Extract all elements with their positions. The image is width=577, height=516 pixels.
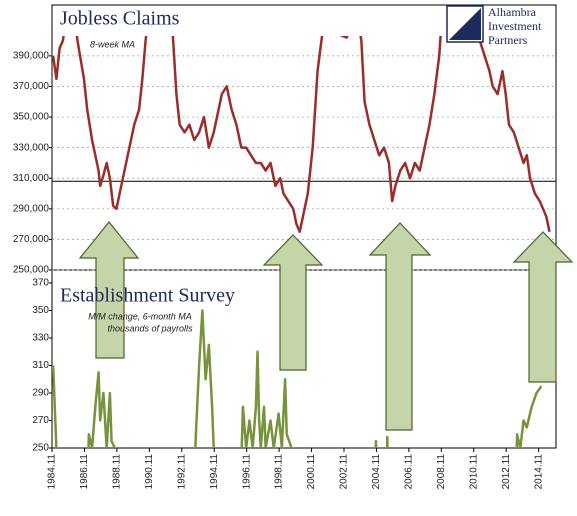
x-tick-label: 1998.11 <box>274 454 285 490</box>
y-tick-label: 330,000 <box>13 142 50 153</box>
plot-frame <box>51 4 557 449</box>
arrow <box>368 222 432 431</box>
y-tick-label: 330 <box>32 333 49 344</box>
x-tick-label: 1988.11 <box>112 454 123 490</box>
logo-shape <box>449 8 481 40</box>
x-tick-label: 2012.11 <box>501 454 512 490</box>
y-tick-label: 270 <box>32 415 49 426</box>
x-tick-label: 2004.11 <box>371 454 382 490</box>
y-tick-label: 270,000 <box>13 234 50 245</box>
logo: Alhambra Investment Partners <box>446 5 542 47</box>
y-tick-label: 370,000 <box>13 81 50 92</box>
y-tick-label: 290 <box>32 388 49 399</box>
arrow <box>78 221 140 359</box>
y-tick-label: 390,000 <box>13 51 50 62</box>
x-tick-label: 1992.11 <box>176 454 187 490</box>
y-tick-label: 250,000 <box>13 265 50 276</box>
y-tick-label: 350,000 <box>13 112 50 123</box>
x-tick-label: 1984.11 <box>47 454 58 490</box>
x-tick-label: 2010.11 <box>468 454 479 490</box>
logo-text: Alhambra <box>488 5 537 19</box>
x-tick-label: 1990.11 <box>144 454 155 490</box>
chart-title: Establishment Survey <box>60 285 235 307</box>
chart-subtitle: M/M change, 6-month MA <box>88 311 192 321</box>
x-tick-label: 2006.11 <box>404 454 415 490</box>
arrow <box>262 234 324 371</box>
arrows <box>78 221 574 431</box>
chart-subtitle: 8-week MA <box>90 39 135 49</box>
y-tick-label: 310,000 <box>13 173 50 184</box>
y-tick-label: 310 <box>32 360 49 371</box>
x-tick-label: 2000.11 <box>306 454 317 490</box>
y-tick-label: 350 <box>32 305 49 316</box>
data-line <box>52 36 551 234</box>
x-tick-label: 1996.11 <box>241 454 252 490</box>
y-tick-label: 250 <box>32 443 49 454</box>
arrow <box>512 231 574 383</box>
y-tick-label: 290,000 <box>13 203 50 214</box>
y-tick-label: 370 <box>32 278 49 289</box>
x-tick-label: 2002.11 <box>339 454 350 490</box>
data-line <box>52 309 543 448</box>
logo-text: Investment <box>488 19 542 33</box>
chart-title: Jobless Claims <box>60 8 180 30</box>
marks: 250,000 270,000 290,000 310,000 330,000 350,0… <box>13 36 556 490</box>
chart-subtitle: thousands of payrolls <box>107 323 193 333</box>
logo-text: Partners <box>488 33 528 47</box>
x-tick-label: 2014.11 <box>533 454 544 490</box>
x-tick-label: 1994.11 <box>209 454 220 490</box>
x-tick-label: 2008.11 <box>436 454 447 490</box>
x-tick-label: 1986.11 <box>79 454 90 490</box>
